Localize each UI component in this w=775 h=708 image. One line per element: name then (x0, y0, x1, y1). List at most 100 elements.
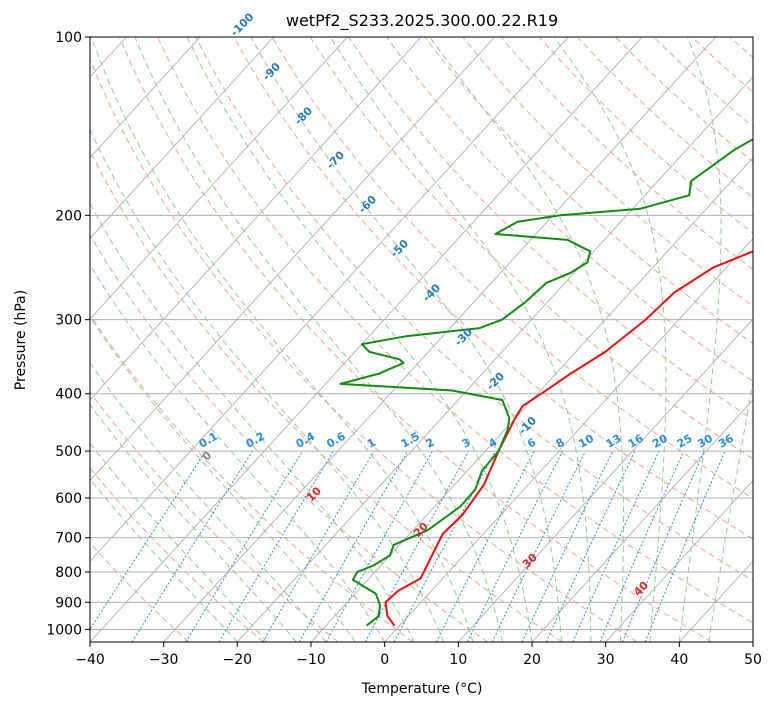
mixing-ratio-label: 25 (675, 432, 695, 451)
y-tick-label: 100 (55, 30, 82, 46)
isotherm-line (90, 37, 496, 482)
y-tick-label: 200 (55, 208, 82, 224)
dry-adiabat-line (90, 234, 488, 642)
moist-adiabat-line (90, 478, 238, 642)
dry-adiabat-label: -70 (324, 148, 347, 171)
y-tick-label: 900 (55, 595, 82, 611)
y-tick-label: 800 (55, 565, 82, 581)
mixing-ratio-label: 30 (695, 432, 715, 451)
mixing-ratio-line (364, 450, 470, 642)
mixing-ratio-label: 20 (650, 432, 670, 451)
moist-adiabat-line (678, 37, 722, 642)
dry-adiabat-line (90, 391, 339, 642)
x-axis-label: Temperature (°C) (361, 681, 483, 697)
dry-adiabat-line (195, 37, 753, 582)
dry-adiabat-label: -20 (484, 370, 507, 393)
y-tick-label: 700 (55, 531, 82, 547)
mixing-ratio-line (131, 450, 254, 642)
moist-adiabat-line (329, 37, 592, 642)
moist-adiabat-line (90, 403, 297, 642)
y-tick-label: 300 (55, 313, 82, 329)
x-tick-label: 30 (597, 652, 615, 668)
y-tick-label: 400 (55, 387, 82, 403)
dry-adiabat-line (90, 313, 414, 642)
isotherm-line (90, 37, 422, 401)
moist-adiabat-line (90, 362, 327, 642)
isotherm-line (90, 37, 348, 320)
isotherm-line (236, 76, 753, 642)
dry-adiabat-line (576, 37, 753, 198)
isotherm-line (90, 37, 643, 642)
dry-adiabat-label: 10 (304, 484, 324, 504)
temperature-profile-line (384, 250, 753, 627)
plot-frame (89, 36, 754, 643)
moist-adiabat-line (134, 37, 503, 642)
dry-adiabat-line (118, 37, 712, 642)
mixing-ratio-label: 10 (576, 432, 596, 451)
x-tick-label: −20 (223, 652, 253, 668)
moist-adiabat-line (429, 37, 624, 642)
dry-adiabat-line (90, 542, 190, 642)
dry-adiabat-line (386, 37, 753, 382)
y-axis: 100 200 300 400 500 600 700 800 900 1000 (46, 30, 90, 638)
mixing-ratio-line (393, 450, 496, 642)
moist-adiabat-line (90, 202, 415, 642)
mixing-ratio-line (491, 450, 586, 642)
mixing-ratio-label: 0.1 (197, 430, 220, 451)
isotherm-line (90, 37, 275, 240)
isotherm-line (384, 237, 753, 642)
dry-adiabat-line (233, 37, 753, 540)
mixing-ratio-line (90, 450, 207, 631)
mixing-ratio-label: 2 (424, 436, 437, 451)
dry-adiabat-line (768, 37, 775, 642)
dry-adiabat-label: -40 (420, 281, 443, 304)
mixing-ratio-line (185, 450, 304, 642)
y-tick-label: 1000 (46, 622, 82, 638)
mixing-ratio-line (467, 450, 564, 642)
moist-adiabat-line (186, 37, 533, 642)
background-lines (90, 37, 775, 642)
mixing-ratio-line (521, 450, 614, 642)
y-tick-label: 600 (55, 491, 82, 507)
y-axis-label: Pressure (hPa) (13, 290, 29, 390)
x-tick-label: 0 (380, 652, 389, 668)
mixing-ratio-line (545, 450, 636, 642)
mixing-ratio-label: 13 (604, 432, 624, 451)
x-tick-label: 50 (744, 652, 762, 668)
dry-adiabat-line (462, 37, 753, 307)
chart-title: wetPf2_S233.2025.300.00.22.R19 (286, 11, 558, 31)
dry-adiabat-line (309, 37, 753, 460)
dry-adiabat-label: -80 (292, 104, 315, 127)
x-tick-label: 10 (449, 652, 467, 668)
mixing-ratio-label: 0.4 (294, 430, 318, 451)
mixing-ratio-line (298, 450, 409, 642)
dry-adiabat-line (157, 37, 753, 624)
mixing-ratio-line (621, 450, 705, 642)
moist-adiabat-line (90, 128, 445, 642)
mixing-ratio-label: 0.2 (244, 430, 267, 451)
mixing-ratio-label: 36 (716, 432, 736, 451)
dry-adiabat-line (424, 37, 753, 344)
moist-adiabat-line (90, 263, 386, 642)
dry-adiabat-line (90, 58, 638, 642)
dry-adiabat-line (90, 467, 264, 642)
moist-adiabat-line (90, 442, 268, 642)
mixing-ratio-label: 0.6 (324, 430, 348, 451)
dry-adiabat-line (90, 149, 563, 642)
x-tick-label: 40 (670, 652, 688, 668)
dry-adiabat-label: -100 (228, 10, 257, 39)
isotherm-line (531, 399, 753, 642)
dry-adiabat-label: 30 (520, 551, 540, 571)
mixing-ratio-label: 6 (525, 435, 538, 450)
moist-adiabat-line (250, 37, 562, 642)
profile-lines (339, 138, 753, 627)
isotherm-line (90, 37, 201, 159)
dry-adiabat-line (615, 37, 753, 163)
mixing-ratio-line (599, 450, 685, 642)
dry-adiabat-line (653, 37, 753, 128)
x-tick-label: −10 (296, 652, 326, 668)
mixing-ratio-line (218, 450, 334, 642)
moist-adiabat-line (708, 378, 753, 642)
moist-adiabat-line (90, 315, 356, 642)
